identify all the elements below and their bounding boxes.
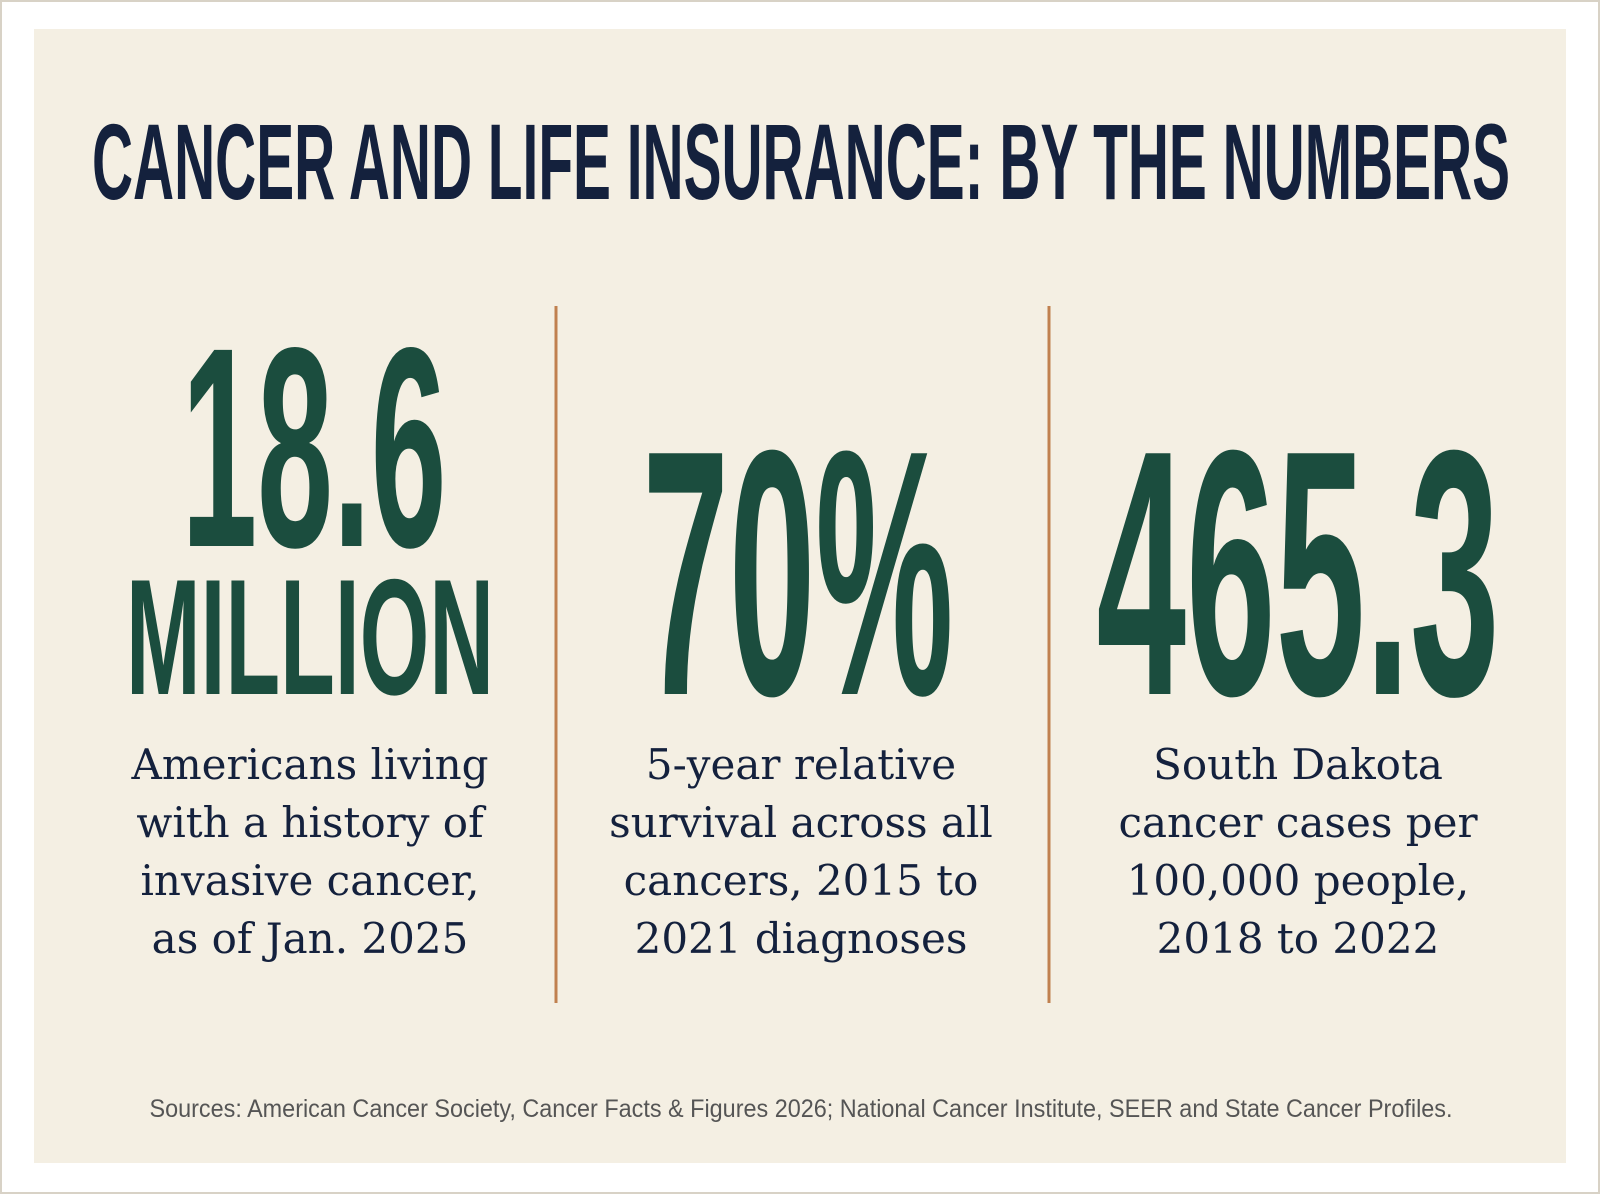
- stat-description: Americans living: [131, 740, 489, 789]
- stat-description: 5-year relative: [646, 740, 956, 789]
- stat-description: invasive cancer,: [141, 856, 480, 905]
- stat-number: 70%: [643, 378, 954, 769]
- stat-number: 18.6: [182, 289, 447, 607]
- stat-number: 465.3: [1097, 378, 1500, 769]
- stat-description: 2021 diagnoses: [635, 914, 968, 963]
- stat-description: with a history of: [136, 798, 487, 847]
- stat-description: as of Jan. 2025: [152, 914, 469, 963]
- panel: [34, 29, 1566, 1163]
- title: CANCER AND LIFE INSURANCE: BY THE NUMBER…: [92, 101, 1510, 222]
- stat-description: survival across all: [609, 798, 993, 847]
- stat-unit: MILLION: [126, 545, 494, 729]
- stat-description: 100,000 people,: [1127, 856, 1470, 905]
- stat-description: South Dakota: [1153, 740, 1443, 789]
- stat-description: cancers, 2015 to: [624, 856, 979, 905]
- stat-description: 2018 to 2022: [1157, 914, 1440, 963]
- stat-description: cancer cases per: [1118, 798, 1478, 847]
- sources: Sources: American Cancer Society, Cancer…: [150, 1095, 1453, 1123]
